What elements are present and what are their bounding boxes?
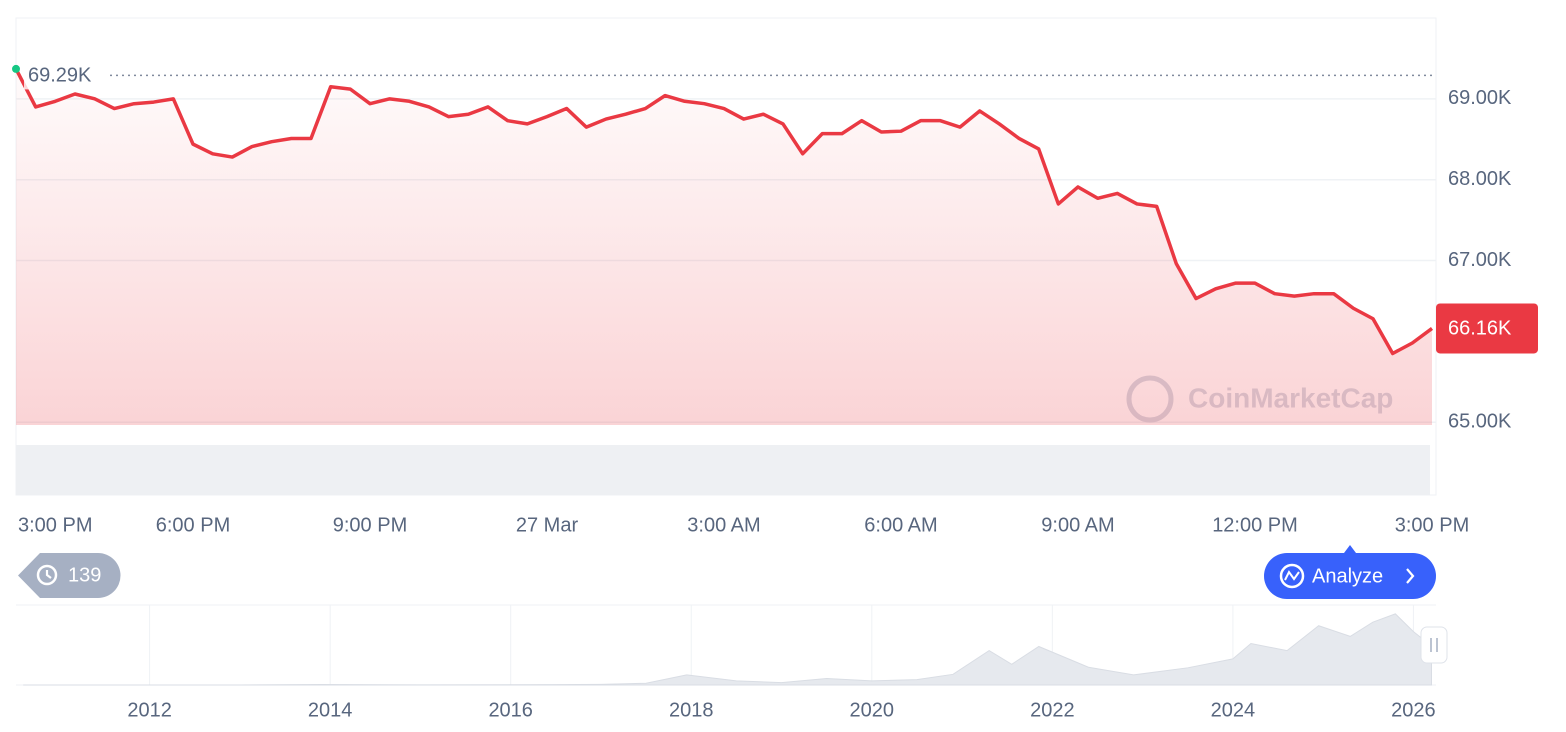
x-tick-label: 3:00 PM: [18, 514, 92, 536]
y-tick-label: 65.00K: [1448, 411, 1512, 433]
x-tick-label: 9:00 AM: [1041, 514, 1114, 536]
analyze-label: Analyze: [1312, 565, 1383, 587]
x-tick-label: 6:00 AM: [864, 514, 937, 536]
y-tick-label: 67.00K: [1448, 249, 1512, 271]
analyze-icon-line: [1284, 570, 1300, 581]
analyze-chevron: [1406, 568, 1415, 584]
nav-x-tick-label: 2024: [1211, 699, 1256, 721]
history-area: [23, 613, 1432, 686]
x-tick-label: 27 Mar: [516, 514, 579, 536]
x-tick-label: 6:00 PM: [156, 514, 230, 536]
analyze-caret: [1344, 545, 1356, 553]
x-tick-label: 3:00 AM: [687, 514, 760, 536]
price-line: [14, 68, 1434, 356]
nav-x-tick-label: 2026: [1391, 699, 1436, 721]
x-tick-label: 12:00 PM: [1212, 514, 1298, 536]
volume-band: [16, 445, 1430, 495]
nav-handle: [1420, 626, 1448, 664]
history-badge: [18, 553, 121, 598]
x-tick-label: 9:00 PM: [333, 514, 407, 536]
y-tick-label: 68.00K: [1448, 168, 1512, 190]
nav-handle-grip: [1430, 638, 1438, 652]
y-tick-label: 69.00K: [1448, 87, 1512, 109]
nav-x-tick-label: 2016: [488, 699, 533, 721]
analyze-icon: [1279, 563, 1305, 589]
reference-label: 69.29K: [28, 65, 92, 87]
area-fill: [16, 68, 1432, 425]
price-tag: [1436, 303, 1538, 354]
price-tag-label: 66.16K: [1448, 318, 1512, 340]
history-button[interactable]: 139: [18, 553, 121, 598]
nav-x-tick-label: 2018: [669, 699, 714, 721]
analyze-bg: [1264, 553, 1436, 599]
nav-x-tick-label: 2012: [127, 699, 172, 721]
reference-label-bg: [24, 61, 106, 90]
analyze-button[interactable]: Analyze: [1264, 545, 1436, 599]
history-icon-hands: [45, 570, 52, 579]
nav-x-tick-label: 2020: [850, 699, 895, 721]
start-dot: [12, 64, 20, 73]
history-icon: [36, 564, 58, 586]
nav-x-tick-label: 2022: [1030, 699, 1075, 721]
x-tick-label: 3:00 PM: [1395, 514, 1469, 536]
history-count: 139: [68, 564, 101, 586]
nav-x-tick-label: 2014: [308, 699, 353, 721]
